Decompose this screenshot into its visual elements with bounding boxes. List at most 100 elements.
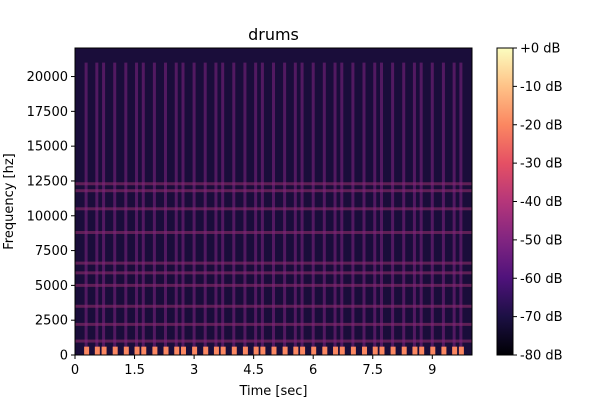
onset-column-1 — [95, 62, 99, 355]
onset-column-19 — [272, 62, 275, 355]
plot-frame — [74, 47, 473, 356]
onset-column-25 — [333, 62, 337, 355]
chart-title: drums — [248, 25, 299, 44]
onset-column-18 — [260, 62, 264, 355]
onset-lowfreq-28 — [362, 346, 368, 355]
colorbar-tick-label: -50 dB — [520, 233, 563, 248]
colorbar-ticks: +0 dB -10 dB -20 dB -30 dB -40 dB -50 dB -60 d… — [513, 42, 563, 364]
onset-lowfreq-10 — [180, 346, 186, 355]
onset-column-27 — [351, 62, 355, 355]
onset-lowfreq-18 — [260, 346, 266, 355]
colorbar — [496, 47, 514, 356]
colorbar-tick-label: -20 dB — [520, 118, 563, 133]
x-axis-label: Time [sec] — [238, 384, 307, 399]
onset-column-22 — [300, 62, 304, 355]
onset-column-0 — [84, 62, 88, 355]
y-tick-label: 15000 — [27, 140, 68, 155]
x-tick-label: 4.5 — [243, 363, 264, 378]
onset-lowfreq-17 — [253, 346, 259, 355]
y-axis-ticks: 0 2500 5000 7500 10000 12500 15000 17500 20000 — [27, 70, 75, 364]
onset-lowfreq-11 — [192, 346, 198, 355]
onset-column-6 — [141, 62, 145, 355]
onset-lowfreq-34 — [419, 346, 425, 355]
onset-column-13 — [214, 62, 218, 355]
onset-column-32 — [402, 62, 406, 355]
onset-column-34 — [419, 62, 423, 355]
y-tick-label: 7500 — [35, 244, 68, 259]
onset-column-10 — [181, 62, 185, 355]
y-tick-label: 20000 — [27, 70, 68, 85]
colorbar-tick-label: -10 dB — [520, 80, 563, 95]
onset-column-21 — [293, 62, 297, 355]
onset-column-35 — [430, 62, 434, 355]
x-tick-label: 3 — [190, 363, 198, 378]
onset-column-24 — [322, 62, 326, 355]
onset-lowfreq-14 — [220, 346, 226, 355]
colorbar-tick-label: -40 dB — [520, 195, 563, 210]
onset-column-5 — [135, 62, 139, 355]
x-tick-label: 7.5 — [362, 363, 383, 378]
onset-column-17 — [254, 62, 258, 355]
onset-column-37 — [452, 62, 456, 355]
onset-lowfreq-16 — [242, 346, 248, 355]
colorbar-tick-label: -80 dB — [520, 349, 563, 364]
y-tick-label: 17500 — [27, 105, 68, 120]
onset-column-29 — [373, 62, 377, 355]
onset-lowfreq-7 — [152, 346, 158, 355]
onset-column-4 — [124, 62, 128, 355]
onset-lowfreq-19 — [271, 346, 277, 355]
onset-column-23 — [311, 62, 315, 355]
onset-lowfreq-35 — [430, 346, 436, 355]
onset-lowfreq-36 — [441, 346, 447, 355]
onset-lowfreq-30 — [379, 346, 385, 355]
onset-column-11 — [192, 62, 196, 355]
x-tick-label: 6 — [309, 363, 317, 378]
onset-column-12 — [203, 62, 207, 355]
x-axis-ticks: 0 1.5 3 4.5 6 7.5 9 — [71, 355, 436, 378]
colorbar-tick-label: +0 dB — [520, 42, 560, 57]
onset-column-30 — [379, 62, 383, 355]
onset-lowfreq-23 — [311, 346, 317, 355]
onset-column-31 — [391, 62, 395, 355]
onset-column-28 — [362, 62, 366, 355]
onset-lowfreq-38 — [458, 346, 464, 355]
colorbar-tick-label: -30 dB — [520, 157, 563, 172]
onset-lowfreq-13 — [213, 346, 219, 355]
onset-column-3 — [113, 62, 117, 355]
onset-lowfreq-33 — [412, 346, 418, 355]
spectrogram-plot-area — [75, 48, 472, 355]
onset-lowfreq-3 — [112, 346, 118, 355]
onset-column-26 — [340, 62, 344, 355]
y-tick-label: 2500 — [35, 314, 68, 329]
onset-column-36 — [441, 62, 445, 355]
x-tick-label: 9 — [428, 363, 436, 378]
onset-lowfreq-15 — [231, 346, 237, 355]
onset-column-38 — [459, 62, 463, 355]
onset-lowfreq-4 — [123, 346, 129, 355]
onset-lowfreq-29 — [372, 346, 378, 355]
onset-column-8 — [164, 62, 168, 355]
onset-lowfreq-24 — [322, 346, 328, 355]
onset-lowfreq-27 — [350, 346, 356, 355]
onset-lowfreq-1 — [94, 346, 100, 355]
y-tick-label: 10000 — [27, 209, 68, 224]
onset-lowfreq-12 — [203, 346, 209, 355]
onset-lowfreq-5 — [134, 346, 140, 355]
onset-column-14 — [221, 62, 225, 355]
onset-column-16 — [243, 62, 247, 355]
onset-lowfreq-8 — [163, 346, 169, 355]
onset-lowfreq-21 — [293, 346, 299, 355]
onset-lowfreq-32 — [401, 346, 407, 355]
onset-column-7 — [152, 62, 156, 355]
onset-lowfreq-20 — [282, 346, 288, 355]
colorbar-tick-label: -60 dB — [520, 272, 563, 287]
onset-lowfreq-2 — [101, 346, 107, 355]
y-axis-label: Frequency [hz] — [2, 153, 17, 250]
onset-lowfreq-6 — [141, 346, 147, 355]
onset-columns — [84, 62, 464, 355]
colorbar-tick-label: -70 dB — [520, 310, 563, 325]
onset-lowfreq-9 — [174, 346, 180, 355]
onset-column-15 — [232, 62, 236, 355]
onset-column-2 — [102, 62, 106, 355]
